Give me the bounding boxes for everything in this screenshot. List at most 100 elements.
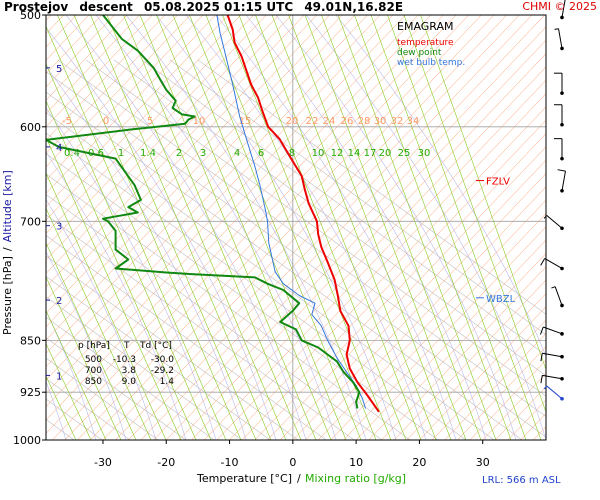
wind-barb bbox=[560, 0, 566, 20]
mixing-ratio-line bbox=[139, 15, 317, 440]
wind-barb-station bbox=[560, 46, 564, 51]
wind-barb-staff bbox=[546, 215, 563, 229]
moist-adiabat-line bbox=[46, 251, 127, 440]
wind-barb-station bbox=[560, 266, 564, 271]
mixing-ratio-line bbox=[370, 15, 527, 440]
wind-barb-station bbox=[560, 396, 564, 401]
altitude-tick-label: 1 bbox=[56, 371, 62, 382]
dry-adiabat-line bbox=[46, 255, 299, 440]
mixing-ratio-label: 10 bbox=[312, 148, 325, 159]
dry-adiabat-line bbox=[46, 173, 411, 440]
isotherm-line bbox=[229, 106, 546, 440]
table-cell-pressure: 500 bbox=[85, 355, 102, 365]
wind-barb-station bbox=[560, 376, 564, 381]
dry-adiabat-line bbox=[46, 214, 355, 440]
dry-adiabat-line bbox=[141, 59, 546, 356]
isotherm-line bbox=[46, 15, 292, 274]
isotherm-line bbox=[102, 15, 507, 440]
dry-adiabat-line bbox=[169, 59, 546, 336]
isotherm-line bbox=[46, 15, 178, 154]
plot-area: -5 0 5 10 15 20 22 24 26 28 30 32 34 0.4 0.6 1 1.4 2 3 4 6 8… bbox=[46, 15, 546, 440]
mixing-ratio-line bbox=[304, 15, 467, 440]
mixing-ratio-line bbox=[238, 15, 407, 440]
dry-adiabat-line bbox=[46, 296, 243, 440]
mixing-ratio-line bbox=[172, 15, 347, 440]
isotherm-line bbox=[46, 15, 444, 434]
mixing-ratio-line bbox=[73, 15, 257, 440]
station-coords: 49.01N,16.82E bbox=[304, 0, 403, 14]
mixing-ratio-label: 20 bbox=[379, 148, 392, 159]
mixing-ratio-label: 25 bbox=[398, 148, 411, 159]
wind-barb-feather bbox=[540, 258, 546, 266]
isotherm-line bbox=[216, 93, 546, 440]
isotherm-label: 5 bbox=[147, 116, 153, 127]
table-header-t: T bbox=[123, 341, 130, 351]
temperature-tick-label: -20 bbox=[157, 456, 175, 469]
altitude-tick-label: 2 bbox=[56, 296, 62, 307]
wind-barb-staff bbox=[561, 170, 566, 191]
isotherm-line bbox=[393, 279, 546, 440]
isotherm-line bbox=[46, 15, 153, 128]
isotherm-label: 10 bbox=[193, 116, 206, 127]
isotherm-line bbox=[368, 253, 546, 440]
dry-adiabat-line bbox=[46, 357, 159, 440]
wind-barb bbox=[543, 385, 564, 401]
table-cell-pressure: 700 bbox=[85, 366, 102, 376]
isotherm-line bbox=[46, 15, 216, 194]
sounding-series bbox=[46, 15, 380, 413]
wind-barb bbox=[540, 326, 564, 336]
mixing-ratio-lines bbox=[46, 15, 546, 440]
isotherm-line bbox=[46, 15, 140, 114]
mixing-ratio-line bbox=[271, 15, 437, 440]
isotherm-line bbox=[153, 26, 546, 440]
mixing-ratio-line bbox=[156, 15, 332, 440]
isotherm-line bbox=[128, 15, 533, 440]
wet-bulb-temp-line bbox=[216, 15, 367, 409]
isotherm-line bbox=[191, 66, 546, 440]
isotherm-label: 15 bbox=[239, 116, 252, 127]
isotherm-line bbox=[46, 15, 330, 314]
pressure-tick-label: 700 bbox=[20, 215, 41, 228]
isotherm-line bbox=[46, 15, 381, 368]
isotherm-line bbox=[457, 346, 546, 440]
isotherm-label: 24 bbox=[323, 116, 336, 127]
wind-barb-station bbox=[560, 156, 564, 161]
wind-barb bbox=[554, 72, 564, 95]
mixing-ratio-line bbox=[222, 15, 392, 440]
isotherm-line bbox=[46, 15, 431, 421]
legend-dew-point: dew point bbox=[397, 48, 442, 58]
isotherm-line bbox=[381, 266, 546, 440]
isotherm-line bbox=[166, 39, 546, 440]
mixing-ratio-labels: 0.4 0.6 1 1.4 2 3 4 6 8 10 12 14 17 20 25 30 bbox=[64, 148, 430, 159]
isotherm-line bbox=[46, 15, 191, 168]
dry-adiabat-line bbox=[85, 59, 546, 397]
wind-barb bbox=[554, 138, 564, 161]
mixing-ratio-label: 0.4 bbox=[64, 148, 80, 159]
mixing-ratio-label: 0.6 bbox=[88, 148, 104, 159]
table-cell-temperature: 3.8 bbox=[122, 366, 137, 376]
xlabel-mixing-ratio: Mixing ratio [g/kg] bbox=[305, 472, 406, 485]
temperature-line bbox=[226, 15, 380, 413]
isotherm-line bbox=[355, 239, 546, 440]
isotherm-line bbox=[343, 226, 546, 440]
dry-adiabat-line bbox=[46, 91, 523, 440]
mixing-ratio-label: 17 bbox=[364, 148, 377, 159]
isotherm-label: 22 bbox=[306, 116, 319, 127]
mixing-ratio-label: 8 bbox=[289, 148, 295, 159]
mixing-ratio-label: 2 bbox=[176, 148, 182, 159]
table-cell-dewpoint: 1.4 bbox=[160, 377, 175, 387]
isotherm-labels: -5 0 5 10 15 20 22 24 26 28 30 32 34 bbox=[62, 116, 419, 127]
wind-barb-feather bbox=[540, 326, 544, 335]
wind-barb-staff bbox=[558, 28, 563, 49]
pressure-tick-label: 1000 bbox=[13, 434, 41, 447]
table-header-td: Td [°C] bbox=[139, 341, 172, 351]
wind-barb bbox=[543, 215, 564, 231]
level-markers: FZLV WBZL bbox=[476, 177, 516, 305]
dry-adiabat-line bbox=[46, 112, 495, 440]
isotherm-line bbox=[444, 333, 546, 440]
sounding-mode: descent bbox=[79, 0, 133, 14]
mixing-ratio-line bbox=[46, 25, 227, 440]
isotherm-line bbox=[292, 173, 546, 440]
isotherm-line bbox=[46, 15, 393, 381]
